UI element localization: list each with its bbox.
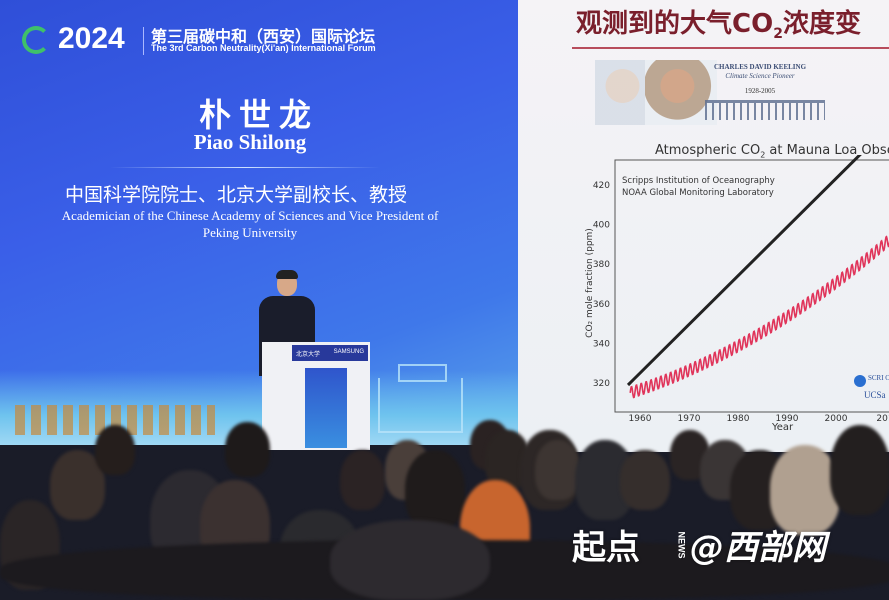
watermark-news: NEWS: [676, 531, 687, 559]
audience-member: [330, 520, 490, 600]
y-tick-label: 400: [593, 221, 610, 231]
audience-member: [770, 445, 840, 535]
x-tick-label: 1980: [727, 414, 750, 424]
ucsd-logo-text: UCSa: [864, 390, 886, 400]
scripps-logo-text: SCRI OCEA: [868, 374, 889, 382]
y-tick-label: 320: [593, 379, 610, 389]
x-axis-label: Year: [771, 422, 794, 433]
speaker-title-cn: 中国科学院院士、北京大学副校长、教授: [65, 184, 408, 206]
slide-title-sub: 2: [773, 26, 783, 43]
source-1: Scripps Institution of Oceanography: [622, 176, 775, 186]
x-tick-label: 201: [876, 414, 889, 424]
slide-divider: [572, 47, 889, 49]
annotation-line: [626, 155, 862, 387]
forum-year: 2024: [58, 22, 125, 55]
divider: [110, 167, 380, 168]
bell-tower-graphic: [378, 364, 463, 433]
audience-member: [340, 450, 385, 510]
scripps-logo-icon: [854, 375, 866, 387]
keeling-role: Climate Science Pioneer: [725, 72, 795, 80]
y-tick-label: 380: [593, 260, 610, 270]
slide-title-text-end: 浓度变: [782, 9, 861, 39]
speaker-name-en: Piao Shilong: [193, 130, 307, 154]
audience-member: [535, 440, 580, 500]
co2-chart: Scripps Institution of Oceanography NOAA…: [593, 155, 889, 433]
x-tick-label: 1990: [776, 414, 799, 424]
audience-member: [830, 425, 889, 515]
slide-title-text: 观测到的大气CO: [576, 9, 774, 39]
keeling-years: 1928-2005: [744, 87, 776, 95]
watermark-xibuwang: @西部网: [690, 528, 826, 568]
y-tick-label: 420: [593, 181, 610, 191]
speaker-hair: [276, 270, 298, 279]
x-tick-label: 1970: [678, 414, 701, 424]
podium-banner: 北京大学 SAMSUNG: [292, 345, 368, 361]
audience-member: [620, 450, 670, 510]
plot-frame: [614, 159, 889, 413]
audience: [0, 410, 889, 600]
watermark-qidian: 起点: [572, 528, 640, 568]
forum-logo-icon: [22, 26, 50, 54]
podium-poster: [305, 368, 347, 448]
speaker-title-en: Academician of the Chinese Academy of Sc…: [61, 208, 439, 240]
podium-left-label: 北京大学: [296, 352, 321, 358]
y-tick-label: 340: [593, 339, 610, 349]
pier-graphic: [705, 100, 825, 120]
forum-name-cn: 第三届碳中和（西安）国际论坛: [151, 27, 376, 46]
x-tick-label: 2000: [825, 414, 848, 424]
podium-right-label: SAMSUNG: [333, 349, 364, 355]
co2-curve: [629, 235, 889, 399]
audience-member: [95, 425, 135, 475]
y-tick-label: 360: [593, 300, 610, 310]
audience-member: [225, 422, 270, 477]
chart-title-text: Atmospheric CO: [655, 143, 761, 158]
chart-title-sub: 2: [760, 150, 766, 160]
slide-title: 观测到的大气CO2浓度变: [576, 3, 861, 42]
speaker-name-cn: 朴世龙: [198, 96, 319, 134]
audience-member: [405, 450, 465, 530]
x-tick-label: 1960: [629, 414, 652, 424]
source-2: NOAA Global Monitoring Laboratory: [622, 188, 774, 198]
keeling-young-photo: [595, 60, 650, 125]
forum-name-en: The 3rd Carbon Neutrality(Xi'an) Interna…: [151, 43, 376, 53]
divider: [143, 27, 144, 55]
keeling-name: CHARLES DAVID KEELING: [713, 63, 807, 71]
